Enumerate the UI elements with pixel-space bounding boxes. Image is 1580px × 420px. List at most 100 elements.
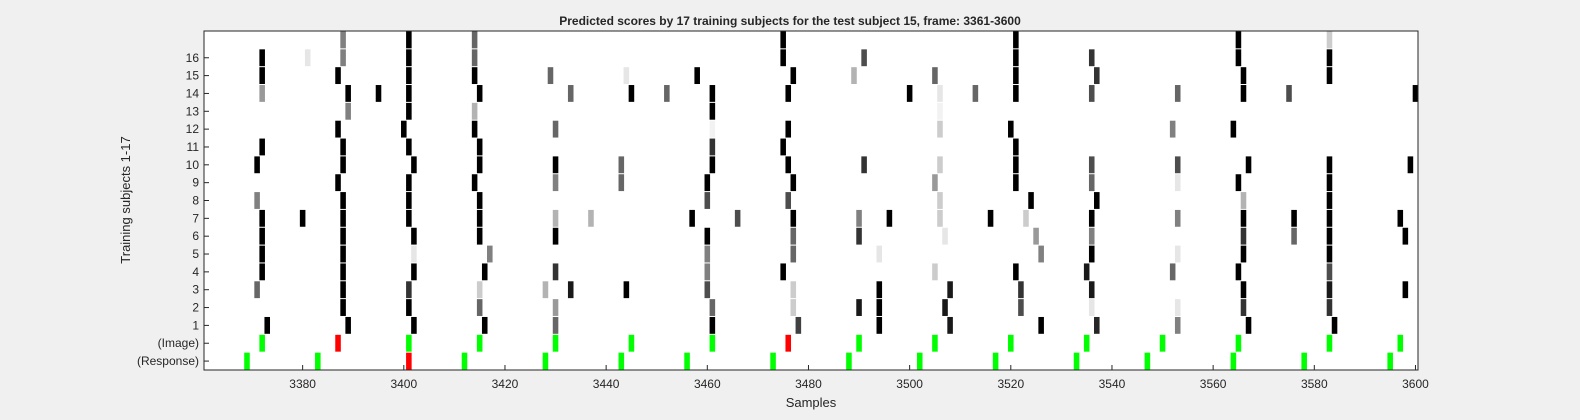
score-cell (1088, 49, 1095, 67)
score-cell (259, 49, 265, 67)
score-cell (259, 263, 265, 281)
score-cell (588, 209, 594, 227)
score-cell (406, 102, 412, 120)
image-marker (709, 334, 716, 352)
score-cell (259, 138, 265, 156)
score-cell (340, 209, 346, 227)
chart-title: Predicted scores by 17 training subjects… (559, 14, 1021, 28)
response-marker (461, 352, 468, 370)
score-cell (937, 102, 943, 120)
score-cell (709, 85, 716, 102)
score-cell (704, 174, 711, 192)
score-cell (476, 85, 483, 102)
score-cell (1088, 85, 1095, 102)
score-cell (790, 67, 797, 85)
image-marker (259, 334, 265, 352)
score-cell (335, 67, 341, 85)
score-cell (932, 263, 938, 281)
score-cell (1240, 299, 1247, 316)
score-cell (790, 209, 797, 227)
x-tick-label: 3500 (896, 377, 923, 391)
score-cell (1033, 227, 1039, 245)
score-cell (406, 299, 412, 316)
score-cell (411, 316, 417, 334)
score-cell (1088, 281, 1095, 299)
score-cell (340, 49, 346, 67)
score-cell (628, 85, 635, 102)
score-cell (876, 316, 883, 334)
score-cell (1038, 245, 1044, 263)
score-cell (709, 156, 716, 174)
response-marker (542, 352, 549, 370)
image-marker (628, 334, 635, 352)
score-cell (340, 31, 346, 49)
score-cell (304, 49, 311, 67)
image-marker (856, 334, 862, 352)
score-cell (1038, 316, 1044, 334)
score-cell (851, 67, 857, 85)
plot-area (204, 31, 1418, 370)
x-axis-label: Samples (786, 395, 837, 410)
score-cell (1023, 209, 1029, 227)
score-cell (345, 102, 351, 120)
score-cell (481, 263, 488, 281)
score-cell (1013, 67, 1019, 85)
score-cell (1169, 120, 1176, 138)
score-cell (1240, 227, 1247, 245)
score-cell (476, 192, 483, 209)
score-cell (406, 138, 412, 156)
score-cell (1013, 85, 1019, 102)
score-cell (947, 316, 953, 334)
x-tick-label: 3460 (694, 377, 721, 391)
score-cell (552, 299, 559, 316)
score-cell (567, 281, 574, 299)
score-cell (259, 85, 265, 102)
score-cell (932, 174, 938, 192)
score-cell (1326, 209, 1333, 227)
score-cell (1286, 85, 1292, 102)
score-cell (623, 67, 630, 85)
score-cell (264, 316, 271, 334)
score-cell (340, 138, 346, 156)
score-cell (254, 156, 260, 174)
image-marker (552, 334, 559, 352)
score-cell (780, 31, 786, 49)
image-marker (335, 334, 341, 352)
score-cell (709, 120, 716, 138)
score-cell (547, 67, 554, 85)
score-cell (1174, 209, 1181, 227)
score-cell (1008, 120, 1014, 138)
score-cell (795, 316, 802, 334)
y-tick-label: 13 (186, 104, 200, 118)
score-cell (487, 245, 493, 263)
y-tick-label: 10 (186, 158, 200, 172)
y-tick-label: 14 (186, 86, 200, 100)
score-cell (790, 227, 797, 245)
score-cell (618, 174, 625, 192)
score-cell (937, 192, 943, 209)
score-cell (1240, 209, 1247, 227)
score-cell (1326, 192, 1333, 209)
score-cell (623, 281, 630, 299)
score-cell (790, 174, 797, 192)
score-cell (709, 316, 716, 334)
x-tick-label: 3480 (795, 377, 822, 391)
y-tick-label: 5 (192, 247, 199, 261)
x-tick-label: 3380 (289, 377, 316, 391)
x-tick-label: 3560 (1200, 377, 1227, 391)
score-cell (664, 85, 670, 102)
score-cell (406, 31, 412, 49)
score-cell (1230, 120, 1237, 138)
score-cell (785, 192, 792, 209)
score-cell (704, 263, 711, 281)
y-tick-label: 12 (186, 122, 200, 136)
score-cell (299, 209, 306, 227)
score-cell (254, 192, 260, 209)
response-marker (406, 352, 412, 370)
score-cell (1402, 227, 1409, 245)
score-cell (411, 227, 417, 245)
score-cell (542, 281, 549, 299)
score-cell (476, 156, 483, 174)
image-marker (476, 334, 483, 352)
response-marker (770, 352, 776, 370)
